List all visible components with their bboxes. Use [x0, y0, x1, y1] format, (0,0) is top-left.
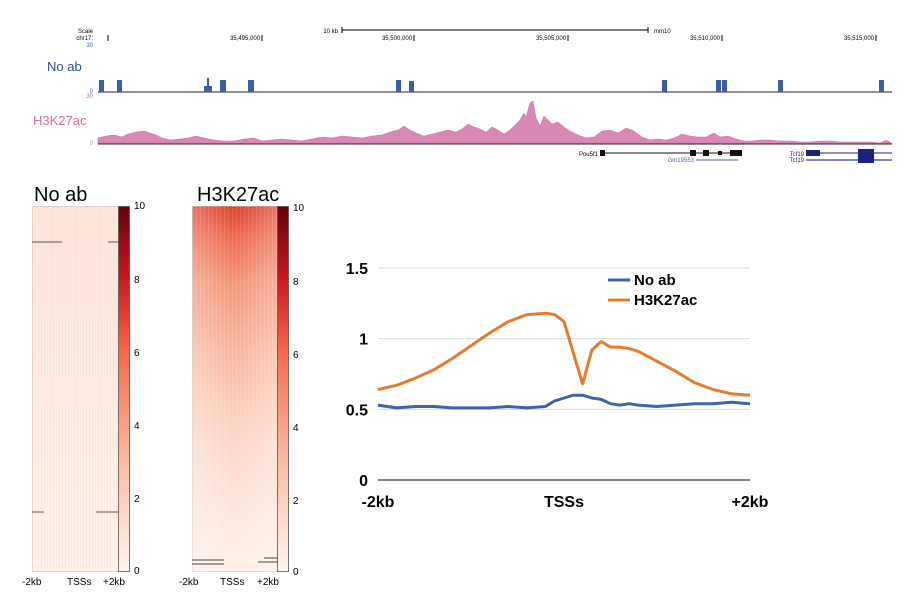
signal-peak: [716, 80, 721, 92]
colorbar-no-ab: [118, 206, 130, 572]
colorbar-tick: 4: [134, 421, 140, 432]
colorbar-gradient: [277, 206, 289, 572]
colorbar-tick: 0: [134, 566, 140, 577]
heatmap-x-tick: -2kb: [22, 577, 42, 588]
track-name-h3k27ac: H3K27ac: [33, 113, 87, 128]
signal-peak: [409, 81, 414, 92]
coord-tick-2: 35,500,000: [382, 36, 413, 42]
signal-peak: [722, 80, 727, 92]
signal-peak: [396, 80, 401, 92]
legend-label: H3K27ac: [634, 292, 697, 309]
gene-label-gm19553: Gm19553: [668, 158, 695, 164]
gene-label-tcf19-b: Tcf19: [790, 158, 805, 164]
gene-tcf19-a: Tcf19: [790, 149, 892, 158]
no-ab-signal: [99, 78, 884, 92]
y-tick-label: 1: [359, 332, 368, 349]
track-max-h3k27ac: 30: [86, 94, 93, 100]
series-line-h3k27ac: [377, 311, 751, 397]
signal-peak: [879, 80, 884, 92]
y-tick-label: 0.5: [346, 402, 368, 419]
exon: [730, 150, 742, 156]
colorbar-tick: 4: [293, 423, 299, 434]
colorbar-tick: 8: [293, 277, 299, 288]
signal-peak: [778, 80, 783, 92]
x-tick-label: TSSs: [544, 494, 584, 511]
colorbar-tick: 10: [134, 201, 146, 212]
heatmap-x-tick: +2kb: [103, 577, 125, 588]
heatmap-no-ab: [32, 206, 122, 572]
heatmap-texture: [32, 206, 122, 572]
chrom-label: chr17:: [76, 36, 93, 42]
h3k27ac-signal: [97, 100, 893, 145]
coord-tick-4: 35,510,000: [690, 36, 721, 42]
exon: [600, 150, 605, 156]
colorbar-tick: 8: [134, 275, 140, 286]
signal-peak: [99, 80, 104, 92]
coord-tick-3: 35,505,000: [536, 36, 567, 42]
signal-peak: [662, 80, 667, 92]
genome-browser: Scale chr17: 10 kb mm10 35,495,000 35,50…: [33, 27, 893, 164]
y-tick-label: 0: [359, 473, 368, 490]
signal-peak: [248, 80, 254, 92]
x-tick-label: -2kb: [362, 494, 395, 511]
heatmap-x-tick: +2kb: [257, 577, 279, 588]
gene-label-tcf19-a: Tcf19: [790, 152, 805, 158]
colorbar-tick: 6: [293, 350, 299, 361]
exon: [858, 149, 874, 157]
signal-peak: [220, 80, 226, 92]
x-tick-label: +2kb: [732, 494, 769, 511]
colorbar-tick: 2: [134, 494, 140, 505]
track-name-no-ab: No ab: [47, 59, 82, 74]
assembly-label: mm10: [654, 29, 671, 35]
coord-tick-5: 35,515,000: [844, 36, 875, 42]
exon: [806, 150, 820, 156]
exon: [718, 151, 722, 155]
colorbar-tick: 0: [293, 567, 299, 578]
colorbar-tick: 2: [293, 496, 299, 507]
colorbar-gradient: [118, 206, 130, 572]
heatmap-x-tick: TSSs: [220, 577, 245, 588]
profile-line-chart: 0 0.5 1 1.5 -2kb TSSs +2kb No ab H3K27ac: [346, 261, 769, 511]
exon: [690, 150, 696, 156]
heatmap-title-h3k27ac: H3K27ac: [197, 184, 280, 206]
gene-tcf19-b: Tcf19: [790, 157, 892, 164]
series-line-no-ab: [377, 393, 751, 410]
gene-gm19553: Gm19553: [668, 158, 738, 164]
scale-bar-label: 10 kb: [323, 29, 338, 35]
track-max-no-ab: 30: [86, 43, 93, 49]
y-tick-label: 1.5: [346, 261, 368, 278]
heatmap-x-tick: -2kb: [179, 577, 199, 588]
colorbar-h3k27ac: [277, 206, 289, 572]
signal-peak: [207, 78, 209, 92]
scale-label: Scale: [78, 29, 94, 35]
exon: [703, 150, 709, 156]
gene-label-pou5f1: Pou5f1: [579, 152, 599, 158]
heatmap-title-no-ab: No ab: [34, 184, 88, 206]
track-min-h3k27ac: 0: [90, 141, 94, 147]
signal-peak: [117, 80, 122, 92]
heatmap-texture: [192, 206, 278, 572]
coord-tick-1: 35,495,000: [230, 36, 261, 42]
heatmap-x-tick: TSSs: [67, 577, 92, 588]
legend-label: No ab: [634, 272, 676, 289]
colorbar-tick: 6: [134, 348, 140, 359]
gene-pou5f1: Pou5f1: [579, 150, 742, 158]
heatmap-h3k27ac: [192, 206, 278, 572]
exon: [858, 157, 874, 163]
track-min-no-ab: 0: [90, 89, 94, 95]
colorbar-tick: 10: [293, 203, 305, 214]
